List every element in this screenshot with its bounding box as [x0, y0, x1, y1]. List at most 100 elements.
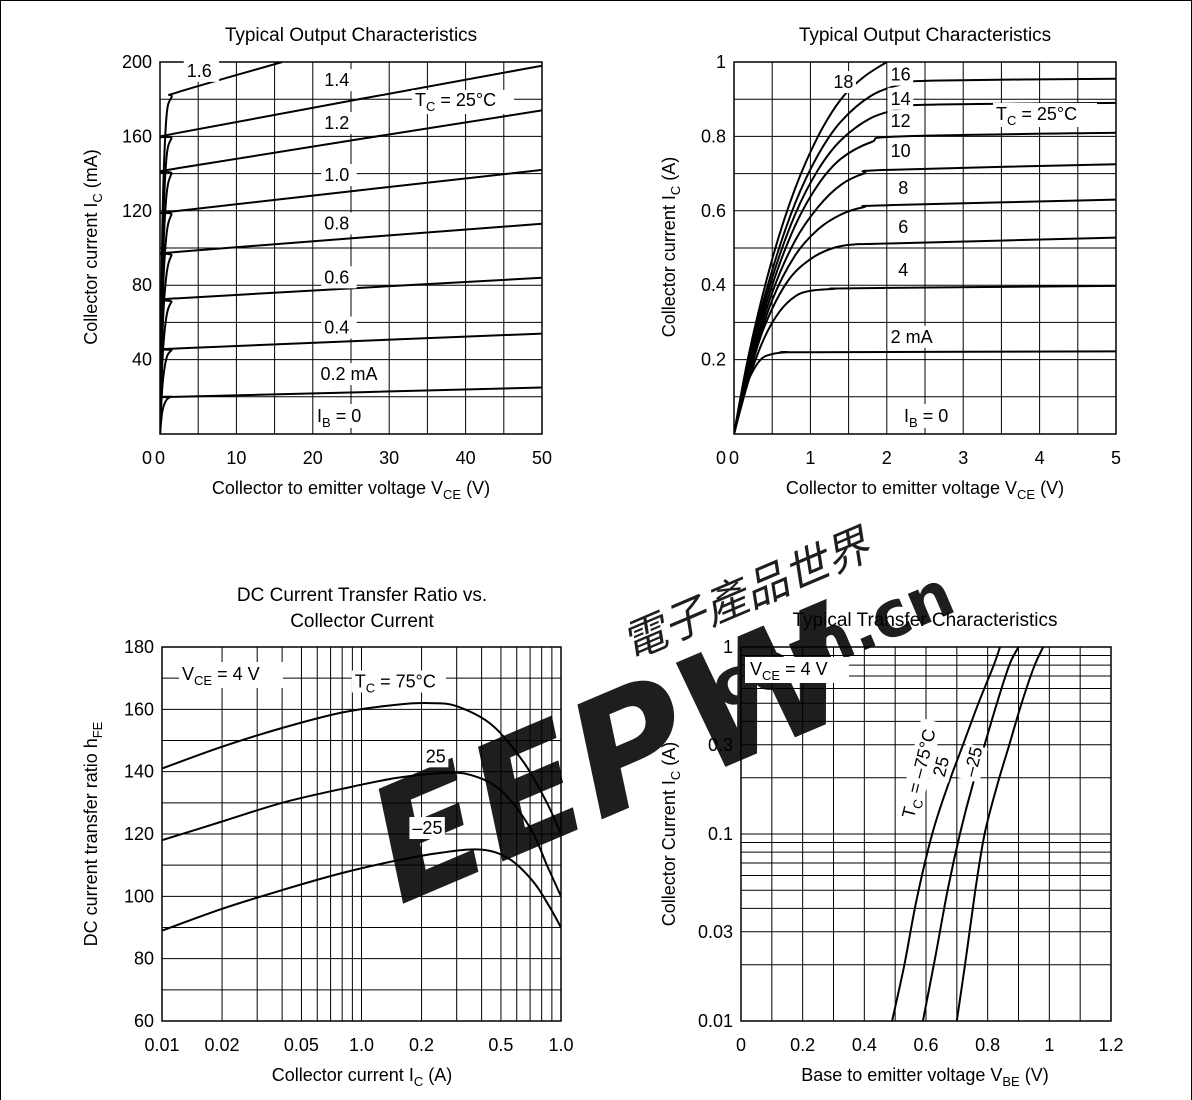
annotation-tail: = 4 V [212, 664, 260, 684]
curve-label-bg [887, 139, 914, 162]
y-tick-label: 0 [716, 448, 726, 468]
curve-label: 0.8 [321, 212, 357, 235]
x-tick-label: 40 [456, 448, 476, 468]
curve-label-bg [887, 87, 914, 110]
ib-label-tail: = 0 [918, 406, 949, 426]
x-axis-label: Collector to emitter voltage VCE (V) [212, 478, 490, 502]
ib-label-main: I [317, 406, 322, 426]
x-tick-label: 1.0 [349, 1035, 374, 1055]
series-lines [160, 62, 542, 434]
x-axis-label-sub: C [414, 1074, 423, 1089]
y-tick-label: 0 [142, 448, 152, 468]
x-tick-label: 0.2 [790, 1035, 815, 1055]
tick-labels: 0.01 0.02 0.05 1.0 0.2 0.5 1.0 60 80 100 120 140 160… [124, 637, 574, 1055]
curve-labels: 1.6 1.4 1.2 1.0 0.8 0.6 0.4 0.2 mA [183, 59, 383, 386]
x-axis-label-tail: (A) [423, 1065, 452, 1085]
series-line [734, 131, 1116, 434]
y-tick-label: 160 [122, 126, 152, 146]
curve-label-text: 0.8 [324, 213, 349, 233]
series-line [160, 386, 542, 434]
series-line [162, 701, 561, 835]
series-line [921, 647, 1020, 1021]
curve-label-text: 1.6 [187, 61, 212, 81]
x-tick-label: 0.4 [852, 1035, 877, 1055]
annotation-main: V [750, 659, 762, 679]
watermark: EEPW .com.cn 電子產品世界 [343, 519, 965, 940]
annotation: TC = 25°C [993, 103, 1097, 128]
curve-label: 8 [895, 177, 912, 200]
curve-label-bg [887, 110, 914, 133]
x-tick-label: 1.2 [1098, 1035, 1123, 1055]
y-axis-label-tail: (mA) [81, 149, 101, 193]
x-tick-label: 0.5 [488, 1035, 513, 1055]
annotation-sub: CE [762, 668, 780, 683]
curve-label-bg [895, 216, 912, 239]
annotation-bg [745, 657, 849, 683]
x-tick-label: 4 [1035, 448, 1045, 468]
curve-label-bg [351, 670, 446, 693]
x-tick-label: 20 [303, 448, 323, 468]
y-axis-label-tail: (A) [659, 742, 679, 771]
annotation-text: TC = 25°C [996, 104, 1077, 128]
series-line [162, 848, 561, 932]
y-axis-label-sub: FE [90, 721, 105, 738]
x-axis-label: Base to emitter voltage VBE (V) [801, 1065, 1048, 1089]
curve-label-text: 12 [891, 111, 911, 131]
y-tick-label: 120 [124, 824, 154, 844]
plot-frame [740, 646, 1112, 1022]
curve-label-text: 1.2 [324, 113, 349, 133]
curve-label: 1.0 [321, 164, 357, 187]
curve-label-text: 1.0 [324, 165, 349, 185]
y-tick-label: 0.01 [698, 1011, 733, 1031]
y-axis-label-sub: C [668, 186, 683, 195]
plot-frame [733, 61, 1117, 435]
curve-label-bg [830, 71, 856, 94]
x-tick-label: 0.05 [284, 1035, 319, 1055]
curve-label: –25 [409, 817, 445, 839]
curve-label: 0.6 [321, 266, 357, 289]
curve-label-text: 0.6 [324, 267, 349, 287]
series-line [734, 284, 1116, 434]
x-axis-label-tail: (V) [1020, 1065, 1049, 1085]
x-tick-label: 1 [1044, 1035, 1054, 1055]
y-tick-label: 100 [124, 886, 154, 906]
chart-title: Typical Transfer Characteristics [792, 610, 1057, 631]
ib-label-text: IB = 0 [904, 406, 948, 430]
chart-output-ma: Typical Output Characteristics 0 10 20 30 40… [81, 25, 552, 502]
curve-label: 4 [895, 258, 912, 281]
x-axis-label-main: Collector current I [272, 1065, 414, 1085]
y-tick-label: 0.8 [701, 126, 726, 146]
y-axis-label-tail: (A) [659, 157, 679, 186]
x-tick-label: 0 [736, 1035, 746, 1055]
curve-label-bg [422, 745, 449, 768]
annotation-tail: = 4 V [780, 659, 828, 679]
y-tick-label: 200 [122, 52, 152, 72]
curve-label: –25 [957, 743, 988, 783]
curve-label: 14 [887, 87, 914, 110]
annotation-bg [179, 662, 283, 688]
annotation-main: V [182, 664, 194, 684]
curve-label-text: 14 [891, 89, 911, 109]
y-tick-label: 180 [124, 637, 154, 657]
curve-label-text: 2 mA [891, 327, 933, 347]
series-line [162, 771, 561, 897]
y-tick-label: 1 [716, 52, 726, 72]
curve-label-text: 8 [898, 178, 908, 198]
x-axis-label: Collector current IC (A) [272, 1065, 452, 1089]
x-tick-label: 1 [805, 448, 815, 468]
curve-label: 25 [422, 745, 449, 768]
curve-label: 25 [927, 752, 955, 783]
annotation-tail: = 25°C [1016, 104, 1077, 124]
x-tick-label: 1.0 [548, 1035, 573, 1055]
curve-label-text: –25 [960, 745, 987, 779]
annotation: TC = 25°C [412, 90, 514, 114]
x-tick-label: 0.6 [913, 1035, 938, 1055]
x-tick-label: 5 [1111, 448, 1121, 468]
curve-label-bg [895, 177, 912, 200]
chart-title: DC Current Transfer Ratio vs. [237, 585, 487, 606]
x-tick-label: 30 [379, 448, 399, 468]
curve-labels: TC = –75°C25 –25 [896, 718, 988, 825]
y-tick-label: 0.6 [701, 201, 726, 221]
annotation-main: T [415, 90, 426, 110]
